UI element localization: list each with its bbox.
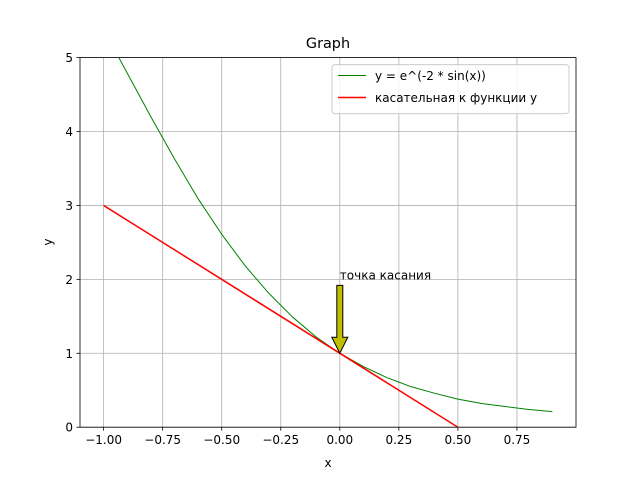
x-tick-label: −0.75: [144, 433, 181, 447]
x-axis-label: x: [324, 456, 331, 470]
legend-box: [331, 64, 570, 115]
annotation-arrow: [331, 284, 349, 355]
legend-label-function: y = e^(-2 * sin(x)): [375, 69, 486, 83]
x-tick-label: −0.50: [203, 433, 240, 447]
legend-label-tangent: касательная к функции y: [375, 91, 537, 105]
x-tick-label: −0.25: [262, 433, 299, 447]
y-tick-label: 2: [65, 273, 73, 287]
grid: [80, 57, 576, 428]
x-tick-label: −1.00: [85, 433, 122, 447]
chart-title: Graph: [306, 36, 350, 52]
ticks: −1.00 −0.75 −0.50 −0.25 0.00 0.25 0.50 0.75 0 1 2 3…: [65, 51, 530, 447]
y-tick-label: 0: [65, 421, 73, 435]
series-layer: [103, 57, 553, 428]
legend: y = e^(-2 * sin(x)) касательная к функци…: [331, 64, 570, 115]
y-tick-label: 4: [65, 125, 73, 139]
x-tick-label: 0.75: [504, 433, 531, 447]
y-axis-label: y: [41, 238, 55, 245]
x-tick-label: 0.00: [326, 433, 353, 447]
x-tick-label: 0.25: [385, 433, 412, 447]
y-tick-label: 5: [65, 51, 73, 65]
tangent-line: [103, 204, 459, 428]
x-tick-label: 0.50: [445, 433, 472, 447]
y-tick-label: 1: [65, 347, 73, 361]
annotation-layer: точка касания: [331, 268, 431, 355]
y-tick-label: 3: [65, 199, 73, 213]
annotation-label: точка касания: [340, 268, 431, 282]
axes-frame: [79, 57, 577, 428]
